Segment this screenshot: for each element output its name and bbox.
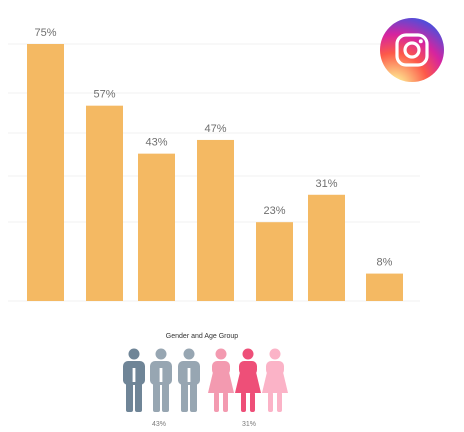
female-figure-icon [262, 348, 288, 412]
instagram-logo [380, 18, 444, 82]
bar-value-label: 31% [315, 178, 337, 190]
bar [308, 194, 345, 301]
female-percent: 31% [242, 421, 257, 428]
male-figure-icon [123, 348, 145, 412]
bar [366, 273, 403, 301]
bar [256, 222, 293, 301]
bars [27, 44, 403, 302]
bar-value-label: 47% [204, 123, 226, 135]
bar-value-label: 43% [145, 137, 167, 149]
value-labels: 75% 57% 43% 47% 23% 31% 8% [34, 27, 392, 269]
bar-value-label: 8% [377, 257, 393, 269]
bar-value-label: 57% [93, 89, 115, 101]
female-figure-icon [208, 348, 234, 412]
bar [138, 153, 175, 301]
bar [86, 105, 123, 302]
instagram-icon [395, 33, 429, 67]
bar-value-label: 75% [34, 27, 56, 39]
legend-title: Gender and Age Group [165, 333, 239, 340]
male-percent: 43% [152, 421, 167, 428]
bar [27, 44, 64, 301]
male-figure-icon [150, 348, 172, 412]
female-figure-icon [235, 348, 261, 412]
bar-value-label: 23% [263, 205, 285, 217]
bar [197, 139, 234, 301]
male-figure-icon [178, 348, 200, 412]
